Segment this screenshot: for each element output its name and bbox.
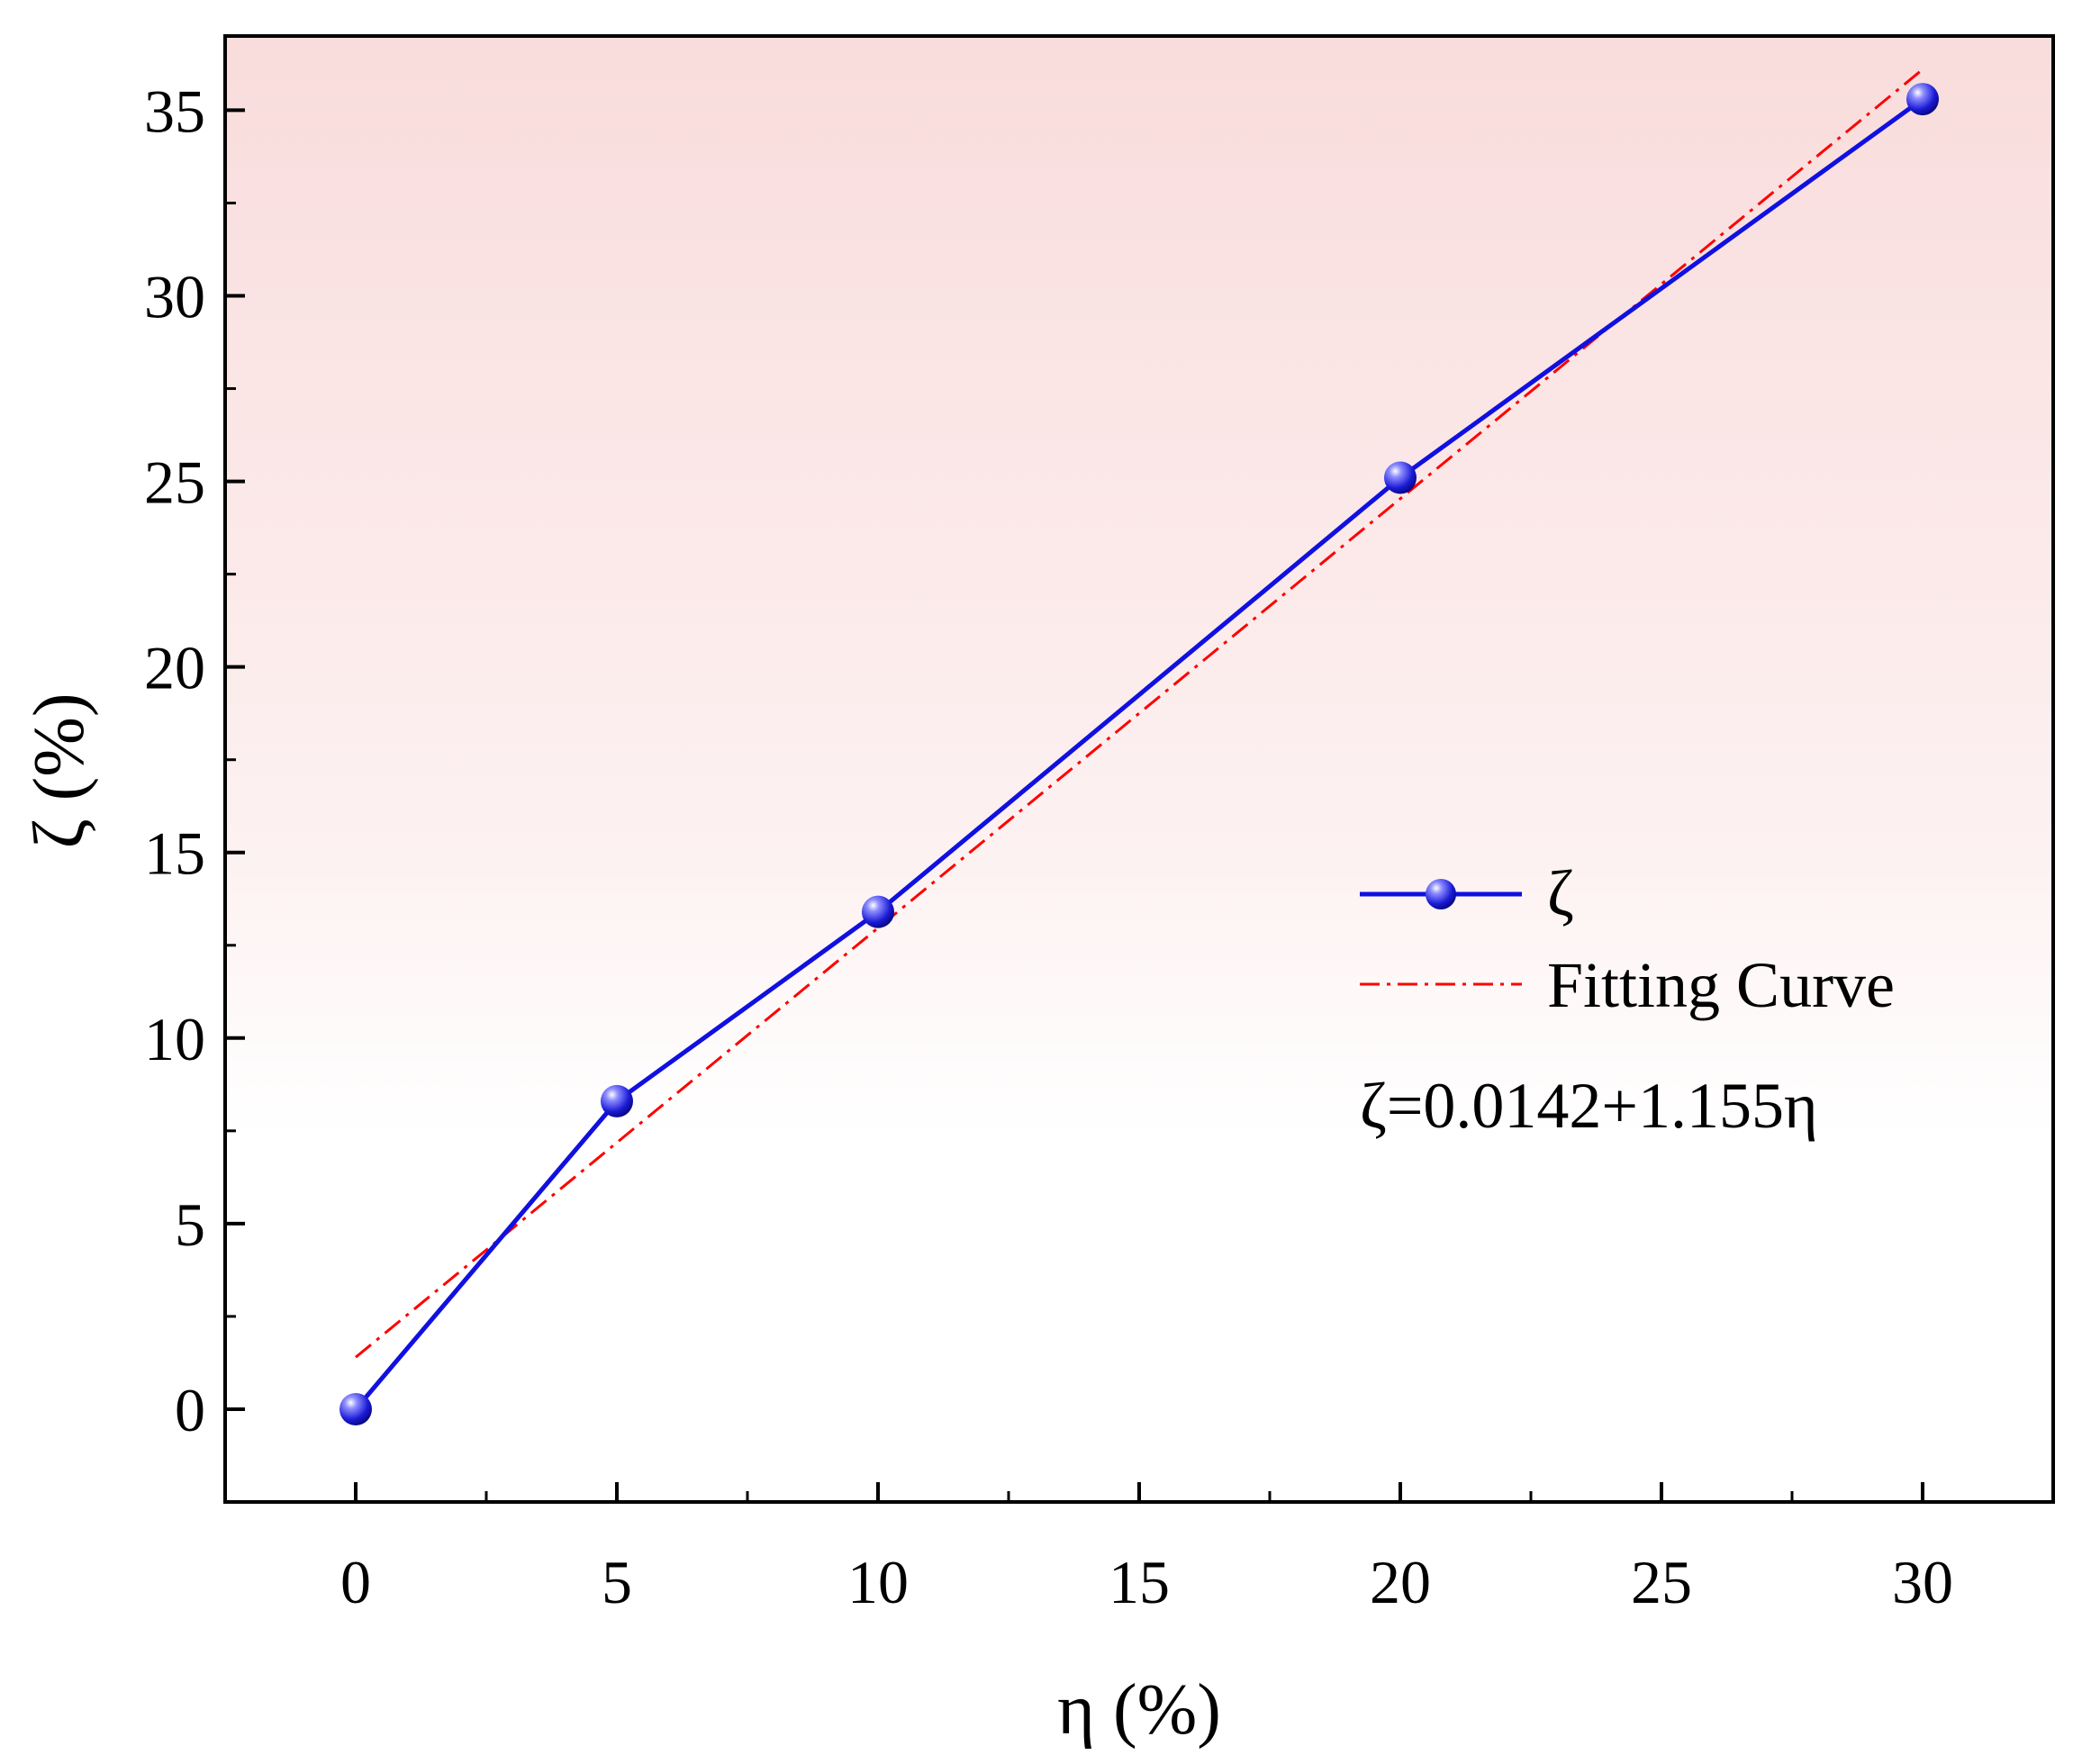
- zeta-data-point: [1906, 83, 1939, 116]
- x-tick-label: 0: [340, 1548, 371, 1616]
- y-tick-label: 35: [144, 77, 205, 145]
- zeta-series-layer: [339, 83, 1939, 1425]
- legend-zeta-marker: [1426, 879, 1456, 909]
- zeta-data-point: [339, 1392, 372, 1425]
- zeta-data-point: [862, 895, 894, 928]
- fit-equation: ζ=0.0142+1.155η: [1360, 1070, 1818, 1142]
- y-tick-label: 0: [175, 1376, 205, 1444]
- legend: ζ Fitting Curve ζ=0.0142+1.155η: [1360, 857, 1895, 1142]
- y-axis-tick-labels: 0 5 10 15 20 25 30 35: [144, 77, 205, 1444]
- x-tick-label: 5: [602, 1548, 632, 1616]
- plot-frame: [223, 34, 2055, 1504]
- x-tick-label: 30: [1892, 1548, 1953, 1616]
- x-axis-title: η (%): [1057, 1670, 1221, 1750]
- y-tick-label: 15: [144, 819, 205, 888]
- y-axis-ticks: [225, 108, 245, 1504]
- y-tick-label: 5: [175, 1190, 205, 1259]
- y-tick-label: 20: [144, 634, 205, 702]
- legend-zeta-label: ζ: [1547, 857, 1574, 929]
- plot-background: [225, 36, 2053, 1502]
- x-tick-label: 25: [1631, 1548, 1692, 1616]
- y-tick-label: 25: [144, 448, 205, 517]
- y-axis-title: ζ (%): [20, 692, 99, 848]
- zeta-data-point: [601, 1084, 633, 1117]
- x-tick-label: 10: [847, 1548, 909, 1616]
- x-tick-label: 15: [1109, 1548, 1170, 1616]
- zeta-data-point: [1384, 461, 1417, 494]
- x-axis-tick-labels: 0 5 10 15 20 25 30: [340, 1548, 1953, 1616]
- x-tick-label: 20: [1370, 1548, 1431, 1616]
- legend-fit-label: Fitting Curve: [1547, 949, 1895, 1021]
- y-tick-label: 30: [144, 263, 205, 331]
- y-tick-label: 10: [144, 1005, 205, 1073]
